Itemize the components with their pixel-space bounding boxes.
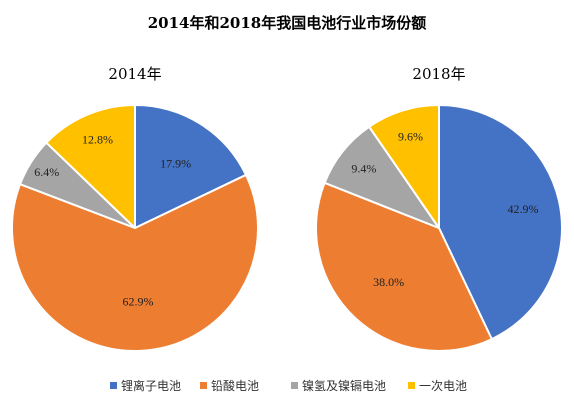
pie-slice-2018-1 [315,181,493,352]
legend-label-1: 铅酸电池 [211,378,259,393]
slice-label-2014-2: 6.4% [34,165,59,179]
pie-slice-2018-3 [368,104,440,229]
pie-slice-2018-0 [438,104,563,341]
slice-label-2014-0: 17.9% [160,156,191,170]
slice-label-2018-0: 42.9% [507,202,538,216]
legend-swatch-1 [200,382,207,389]
pie-slice-2014-3 [45,104,136,229]
pie-slice-2014-1 [11,173,259,352]
slice-label-2018-2: 9.4% [351,161,376,175]
slice-label-2018-1: 38.0% [373,275,404,289]
legend-label-3: 一次电池 [419,379,467,393]
chart-title: 2014年和2018年我国电池行业市场份额 [148,14,427,32]
slice-label-2014-3: 12.8% [82,133,113,147]
pie-2014: 17.9% 62.9% 6.4% 12.8% [11,104,259,352]
slice-label-2018-3: 9.6% [398,129,423,143]
pie-slice-2014-0 [134,104,247,229]
pie-title-2014: 2014年 [108,65,161,83]
slice-label-2014-1: 62.9% [123,295,154,309]
chart-legend: 锂离子电池 铅酸电池 镍氢及镍镉电池 一次电池 [110,378,467,393]
legend-swatch-0 [110,382,117,389]
legend-label-2: 镍氢及镍镉电池 [302,378,386,393]
legend-swatch-2 [291,382,298,389]
pie-2018: 42.9% 38.0% 9.4% 9.6% [315,104,563,352]
pie-title-2018: 2018年 [412,65,465,83]
legend-swatch-3 [408,382,415,389]
legend-label-0: 锂离子电池 [121,378,181,393]
